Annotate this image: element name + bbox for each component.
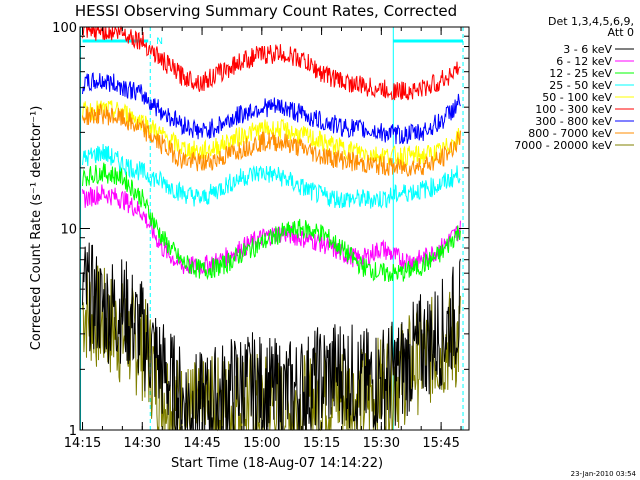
legend-label: 6 - 12 keV — [556, 55, 612, 68]
legend-header-line: Det 1,3,4,5,6,9, — [548, 15, 634, 28]
legend-header-line: Att 0 — [608, 26, 634, 39]
series-line-2 — [82, 162, 461, 282]
legend-label: 50 - 100 keV — [542, 91, 612, 104]
y-tick-label: 10 — [60, 223, 77, 238]
y-tick-label: 100 — [52, 21, 77, 36]
series-line-5 — [82, 25, 461, 101]
series-line-7 — [82, 103, 461, 178]
legend-label: 7000 - 20000 keV — [514, 139, 612, 152]
legend-label: 3 - 6 keV — [563, 43, 612, 56]
legend-label: 25 - 50 keV — [549, 79, 612, 92]
series-layer — [82, 25, 461, 432]
x-axis-label: Start Time (18-Aug-07 14:14:22) — [171, 456, 383, 471]
x-tick-label: 14:30 — [124, 436, 161, 451]
x-tick-label: 15:30 — [363, 436, 400, 451]
series-line-3 — [82, 143, 461, 209]
chart-title: HESSI Observing Summary Count Rates, Cor… — [75, 2, 457, 20]
plot-timestamp: 23-Jan-2010 03:54 — [571, 470, 637, 478]
x-tick-label: 15:15 — [303, 436, 340, 451]
y-tick-label: 1 — [69, 424, 77, 439]
y-axis-label: Corrected Count Rate (s⁻¹ detector⁻¹) — [29, 106, 44, 351]
y-axis: 1 10 100 — [52, 21, 469, 439]
x-tick-label: 15:00 — [243, 436, 280, 451]
x-tick-label: 15:45 — [422, 436, 459, 451]
series-line-0 — [82, 242, 461, 431]
series-line-6 — [82, 72, 461, 145]
legend-label: 800 - 7000 keV — [528, 127, 612, 140]
series-line-8 — [82, 265, 461, 432]
legend-label: 300 - 800 keV — [535, 115, 612, 128]
series-line-4 — [82, 100, 461, 167]
x-tick-label: 14:45 — [183, 436, 220, 451]
annotation-n: N — [156, 37, 163, 47]
legend-label: 12 - 25 keV — [549, 67, 612, 80]
x-tick-label: 14:15 — [64, 436, 101, 451]
x-axis: 14:15 14:30 14:45 15:00 15:15 15:30 15:45 — [64, 27, 462, 451]
legend-label: 100 - 300 keV — [535, 103, 612, 116]
